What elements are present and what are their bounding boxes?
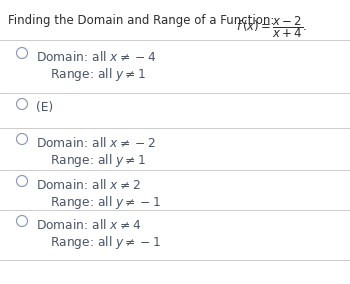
Text: $f\,(x) = \dfrac{x-2}{x+4}.$: $f\,(x) = \dfrac{x-2}{x+4}.$: [236, 14, 307, 40]
Text: Domain: all $x \neq 4$: Domain: all $x \neq 4$: [36, 218, 141, 232]
Text: Domain: all $x \neq -4$: Domain: all $x \neq -4$: [36, 50, 156, 64]
Text: Domain: all $x \neq 2$: Domain: all $x \neq 2$: [36, 178, 141, 192]
Text: Range: all $y \neq 1$: Range: all $y \neq 1$: [50, 152, 146, 169]
Text: Range: all $y \neq -1$: Range: all $y \neq -1$: [50, 194, 161, 211]
Text: Domain: all $x \neq -2$: Domain: all $x \neq -2$: [36, 136, 156, 150]
Text: Range: all $y \neq -1$: Range: all $y \neq -1$: [50, 234, 161, 251]
Text: Finding the Domain and Range of a Function:: Finding the Domain and Range of a Functi…: [8, 14, 282, 27]
Text: Range: all $y \neq 1$: Range: all $y \neq 1$: [50, 66, 146, 83]
Text: (E): (E): [36, 101, 53, 114]
